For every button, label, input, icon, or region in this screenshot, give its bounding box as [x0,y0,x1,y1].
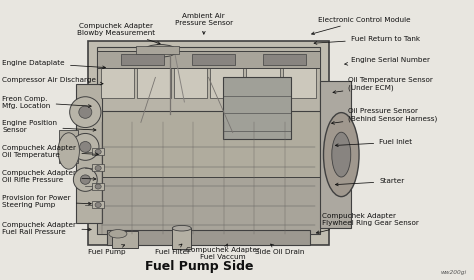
Bar [173,228,191,249]
Text: Freon Comp.
Mfg. Location: Freon Comp. Mfg. Location [2,96,91,109]
Bar [320,81,351,228]
Ellipse shape [72,134,99,160]
Ellipse shape [80,175,90,184]
Bar [76,84,102,223]
Bar [97,111,320,234]
Ellipse shape [95,149,101,154]
Bar [101,57,135,98]
Text: Compuchek Adapter
Oil Rifle Pressure: Compuchek Adapter Oil Rifle Pressure [2,170,96,183]
Text: Compuchek Adapter
Blowby Measurement: Compuchek Adapter Blowby Measurement [77,23,160,44]
Bar [283,57,316,98]
Bar [92,164,104,171]
Text: Fuel Filter: Fuel Filter [155,244,191,255]
Bar [59,130,78,163]
Bar [97,51,320,68]
Bar [92,201,104,208]
Bar [107,230,310,245]
Text: Side Oil Drain: Side Oil Drain [255,244,304,255]
Bar [112,231,138,248]
Text: Ambient Air
Pressure Sensor: Ambient Air Pressure Sensor [175,13,233,34]
Bar [121,54,164,65]
Bar [97,47,320,118]
Ellipse shape [70,97,101,128]
Text: Engine Dataplate: Engine Dataplate [2,60,105,69]
Ellipse shape [80,141,91,152]
Bar [223,77,291,139]
Text: Compuchek Adapter
Fuel Vaccum: Compuchek Adapter Fuel Vaccum [186,244,260,260]
Ellipse shape [73,168,97,191]
Text: Compuchek Adapter
Oil Temperature: Compuchek Adapter Oil Temperature [2,145,98,158]
Bar [246,57,280,98]
Ellipse shape [95,184,101,189]
Text: Fuel Inlet: Fuel Inlet [336,139,412,147]
Text: Engine Serial Number: Engine Serial Number [345,57,430,65]
Text: Fuel Return to Tank: Fuel Return to Tank [314,36,420,44]
Text: Electronic Control Module: Electronic Control Module [311,17,410,35]
Bar [192,54,235,65]
Text: Provision for Power
Steering Pump: Provision for Power Steering Pump [2,195,91,208]
Bar [173,57,207,98]
Text: Oil Temperature Sensor
(Under ECM): Oil Temperature Sensor (Under ECM) [333,77,433,94]
Ellipse shape [109,230,127,238]
Text: Compuchek Adapter
Fuel Rail Pressure: Compuchek Adapter Fuel Rail Pressure [2,222,91,235]
Ellipse shape [332,132,351,177]
Ellipse shape [95,166,101,171]
Bar [137,57,171,98]
Text: Compuchek Adapter
Flywheel Ring Gear Sensor: Compuchek Adapter Flywheel Ring Gear Sen… [316,213,419,234]
Ellipse shape [144,45,177,57]
Bar [210,57,244,98]
Ellipse shape [95,202,101,207]
Text: Oil Pressure Sensor
(Behind Sensor Harness): Oil Pressure Sensor (Behind Sensor Harne… [332,108,438,124]
Bar [92,183,104,190]
Ellipse shape [58,133,79,169]
Text: Fuel Pump: Fuel Pump [88,245,126,255]
Text: Fuel Pump Side: Fuel Pump Side [145,260,253,273]
Ellipse shape [324,113,359,197]
Bar [97,177,320,234]
Text: Engine Position
Sensor: Engine Position Sensor [2,120,96,133]
Bar [88,41,329,245]
Text: Compressor Air Discharge: Compressor Air Discharge [2,77,103,85]
Text: ww200gi: ww200gi [441,270,467,275]
Bar [263,54,306,65]
Ellipse shape [172,225,191,231]
Ellipse shape [79,106,92,118]
Bar [136,46,179,54]
Bar [92,148,104,155]
Text: Starter: Starter [336,178,404,186]
